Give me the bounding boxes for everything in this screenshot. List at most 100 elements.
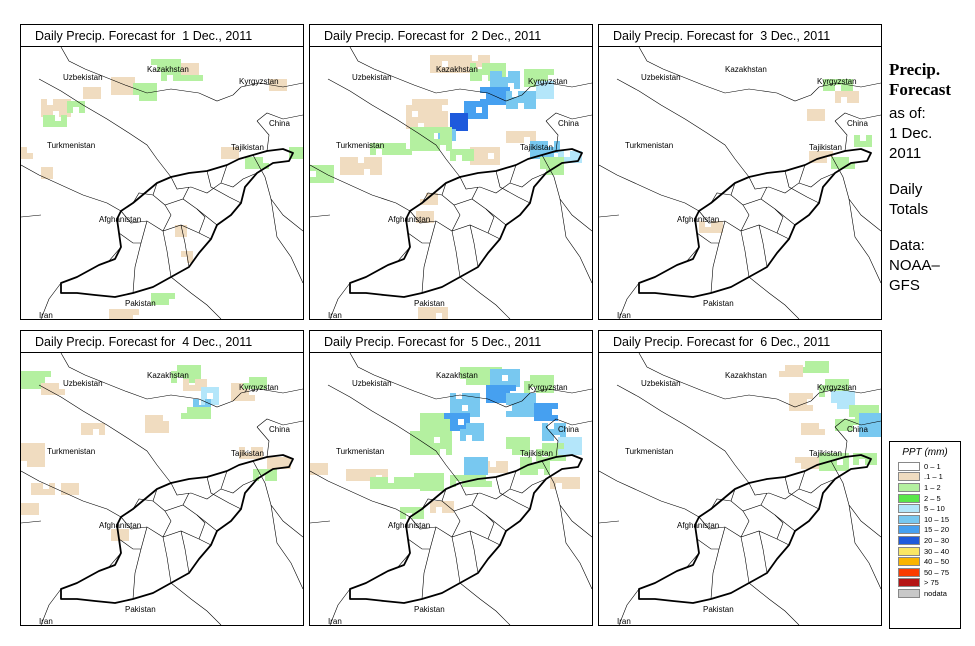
asof-date-line1: 1 Dec. — [889, 125, 933, 142]
legend-swatch — [898, 588, 920, 598]
country-label-iran: Iran — [328, 617, 342, 625]
country-border — [545, 112, 592, 122]
province-border — [162, 204, 172, 232]
province-border — [710, 220, 726, 294]
country-border — [616, 384, 750, 484]
legend-label: 15 – 20 — [924, 525, 950, 535]
country-label-afghanistan: Afghanistan — [677, 521, 720, 530]
country-label-iran: Iran — [617, 311, 631, 319]
precip-cells — [21, 59, 303, 319]
legend-row: 10 – 15 — [898, 514, 960, 525]
province-border — [451, 536, 461, 584]
panel-title: Daily Precip. Forecast for 5 Dec., 2011 — [310, 331, 592, 353]
legend-swatch — [898, 578, 920, 588]
country-label-turkmenistan: Turkmenistan — [336, 447, 385, 456]
country-label-china: China — [847, 119, 868, 128]
precip-cells — [310, 55, 582, 319]
afghanistan-border — [349, 454, 583, 604]
province-border — [196, 208, 206, 234]
province-border — [774, 208, 784, 234]
country-border — [329, 588, 351, 625]
province-border — [407, 538, 430, 550]
precip-map: Kazakhstan Uzbekistan Kyrgyzstan China Turkm… — [21, 47, 303, 319]
data-line1: Data: — [889, 237, 925, 254]
legend-title: PPT (mm) — [902, 447, 948, 458]
province-border — [206, 170, 242, 204]
legend-label: 30 – 40 — [924, 546, 950, 556]
country-border — [834, 426, 848, 458]
legend-swatch — [898, 514, 920, 524]
country-label-kyrgyzstan: Kyrgyzstan — [239, 77, 279, 86]
precip-cells — [699, 79, 872, 233]
country-border — [599, 470, 700, 518]
country-border — [810, 388, 881, 402]
country-label-iran: Iran — [39, 311, 53, 319]
forecast-panel-1: Daily Precip. Forecast for 1 Dec., 2011 … — [20, 24, 304, 320]
legend-label: > 75 — [924, 578, 939, 588]
country-label-turkmenistan: Turkmenistan — [47, 447, 96, 456]
country-label-kyrgyzstan: Kyrgyzstan — [817, 383, 857, 392]
province-border — [170, 470, 228, 500]
province-border — [760, 492, 768, 506]
province-border — [758, 530, 768, 574]
country-border — [810, 82, 881, 96]
country-border — [559, 198, 592, 284]
province-border — [740, 204, 750, 232]
province-border — [132, 526, 148, 600]
country-border — [232, 388, 303, 402]
country-label-china: China — [269, 119, 290, 128]
panel-title: Daily Precip. Forecast for 3 Dec., 2011 — [599, 25, 881, 47]
map-canvas — [21, 47, 303, 319]
legend-label: 2 – 5 — [924, 493, 941, 503]
province-border — [740, 510, 750, 538]
legend-row: 20 – 30 — [898, 535, 960, 546]
map-canvas — [310, 47, 592, 319]
country-label-tajikistan: Tajikistan — [809, 143, 842, 152]
panel-title: Daily Precip. Forecast for 1 Dec., 2011 — [21, 25, 303, 47]
province-border — [459, 470, 517, 500]
province-border — [180, 224, 190, 268]
legend-row: 30 – 40 — [898, 546, 960, 557]
country-label-china: China — [269, 425, 290, 434]
province-border — [784, 476, 820, 510]
country-border — [748, 276, 800, 319]
country-border — [40, 588, 62, 625]
country-border — [21, 214, 42, 218]
province-border — [676, 246, 700, 266]
country-border — [256, 426, 270, 458]
province-border — [710, 192, 796, 226]
legend-row: > 75 — [898, 578, 960, 589]
country-label-china: China — [558, 425, 579, 434]
province-border — [730, 488, 736, 502]
legend-label: nodata — [924, 588, 947, 598]
precip-map: Kazakhstan Uzbekistan Kyrgyzstan China Turkm… — [21, 353, 303, 625]
legend-label: 50 – 75 — [924, 567, 950, 577]
province-border — [748, 164, 806, 194]
map-canvas — [599, 353, 881, 625]
legend-swatch — [898, 504, 920, 514]
country-border — [521, 388, 592, 402]
province-border — [798, 478, 836, 494]
country-border — [21, 470, 122, 518]
legend-swatch — [898, 525, 920, 535]
map-canvas — [310, 353, 592, 625]
country-label-pakistan: Pakistan — [703, 605, 734, 614]
province-border — [471, 492, 479, 506]
country-border — [327, 384, 461, 484]
province-border — [162, 230, 172, 278]
country-border — [521, 82, 592, 96]
province-border — [162, 510, 172, 538]
province-border — [451, 204, 461, 232]
province-border — [459, 164, 517, 194]
province-border — [760, 186, 768, 200]
country-label-iran: Iran — [39, 617, 53, 625]
legend-label: 40 – 50 — [924, 557, 950, 567]
province-border — [495, 170, 531, 204]
country-border — [559, 504, 592, 590]
afghanistan-border — [60, 148, 294, 298]
country-border — [327, 78, 461, 178]
country-border — [599, 164, 700, 212]
province-border — [152, 488, 158, 502]
afghanistan-border — [349, 148, 583, 298]
